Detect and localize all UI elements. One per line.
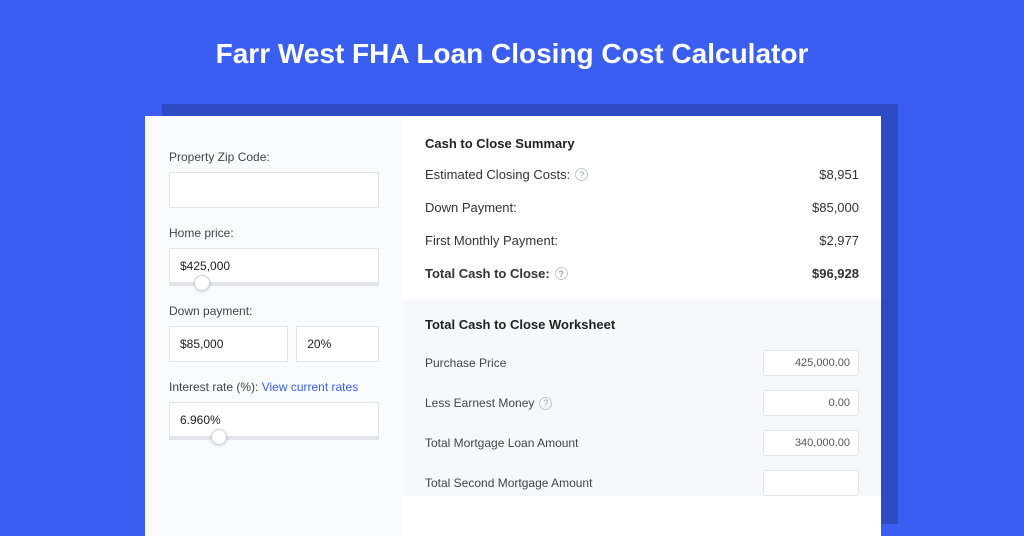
interest-rate-label: Interest rate (%): View current rates bbox=[169, 380, 379, 394]
summary-value: $8,951 bbox=[819, 167, 859, 182]
calculator-card: Property Zip Code: Home price: Down paym… bbox=[145, 116, 881, 536]
worksheet-row: Total Mortgage Loan Amount 340,000.00 bbox=[425, 430, 859, 456]
worksheet-row-value: 425,000.00 bbox=[763, 350, 859, 376]
worksheet-row-label: Less Earnest Money bbox=[425, 396, 534, 410]
home-price-slider[interactable] bbox=[169, 282, 379, 286]
home-price-label: Home price: bbox=[169, 226, 379, 240]
summary-row: Down Payment: $85,000 bbox=[425, 200, 859, 215]
summary-title: Cash to Close Summary bbox=[425, 136, 859, 151]
home-price-field-group: Home price: bbox=[169, 226, 379, 286]
summary-total-label: Total Cash to Close: bbox=[425, 266, 550, 281]
interest-rate-input[interactable] bbox=[169, 402, 379, 438]
zip-input[interactable] bbox=[169, 172, 379, 208]
worksheet-row-label: Total Second Mortgage Amount bbox=[425, 476, 592, 490]
results-panel: Cash to Close Summary Estimated Closing … bbox=[403, 116, 881, 536]
view-rates-link[interactable]: View current rates bbox=[262, 380, 359, 394]
worksheet-row-label: Purchase Price bbox=[425, 356, 506, 370]
worksheet-title: Total Cash to Close Worksheet bbox=[425, 317, 859, 332]
worksheet-row-value: 0.00 bbox=[763, 390, 859, 416]
help-icon[interactable]: ? bbox=[575, 168, 588, 181]
worksheet-panel: Total Cash to Close Worksheet Purchase P… bbox=[403, 299, 881, 496]
worksheet-row-value: 340,000.00 bbox=[763, 430, 859, 456]
help-icon[interactable]: ? bbox=[555, 267, 568, 280]
help-icon[interactable]: ? bbox=[539, 397, 552, 410]
page-title: Farr West FHA Loan Closing Cost Calculat… bbox=[0, 0, 1024, 92]
summary-row: Estimated Closing Costs: ? $8,951 bbox=[425, 167, 859, 182]
worksheet-row-value bbox=[763, 470, 859, 496]
interest-rate-slider-thumb[interactable] bbox=[211, 429, 227, 445]
down-payment-label: Down payment: bbox=[169, 304, 379, 318]
down-payment-field-group: Down payment: bbox=[169, 304, 379, 362]
summary-total-row: Total Cash to Close: ? $96,928 bbox=[425, 266, 859, 281]
worksheet-row: Less Earnest Money ? 0.00 bbox=[425, 390, 859, 416]
home-price-slider-thumb[interactable] bbox=[194, 275, 210, 291]
summary-label-text: First Monthly Payment: bbox=[425, 233, 558, 248]
summary-row: First Monthly Payment: $2,977 bbox=[425, 233, 859, 248]
worksheet-row: Total Second Mortgage Amount bbox=[425, 470, 859, 496]
interest-rate-field-group: Interest rate (%): View current rates bbox=[169, 380, 379, 440]
down-payment-input[interactable] bbox=[169, 326, 288, 362]
summary-value: $85,000 bbox=[812, 200, 859, 215]
inputs-panel: Property Zip Code: Home price: Down paym… bbox=[145, 116, 403, 536]
worksheet-row-label: Total Mortgage Loan Amount bbox=[425, 436, 578, 450]
down-payment-pct-input[interactable] bbox=[296, 326, 379, 362]
summary-total-value: $96,928 bbox=[812, 266, 859, 281]
zip-label: Property Zip Code: bbox=[169, 150, 379, 164]
zip-field-group: Property Zip Code: bbox=[169, 150, 379, 208]
summary-label-text: Estimated Closing Costs: bbox=[425, 167, 570, 182]
summary-label-text: Down Payment: bbox=[425, 200, 517, 215]
worksheet-row: Purchase Price 425,000.00 bbox=[425, 350, 859, 376]
interest-rate-slider[interactable] bbox=[169, 436, 379, 440]
interest-rate-label-text: Interest rate (%): bbox=[169, 380, 262, 394]
summary-value: $2,977 bbox=[819, 233, 859, 248]
